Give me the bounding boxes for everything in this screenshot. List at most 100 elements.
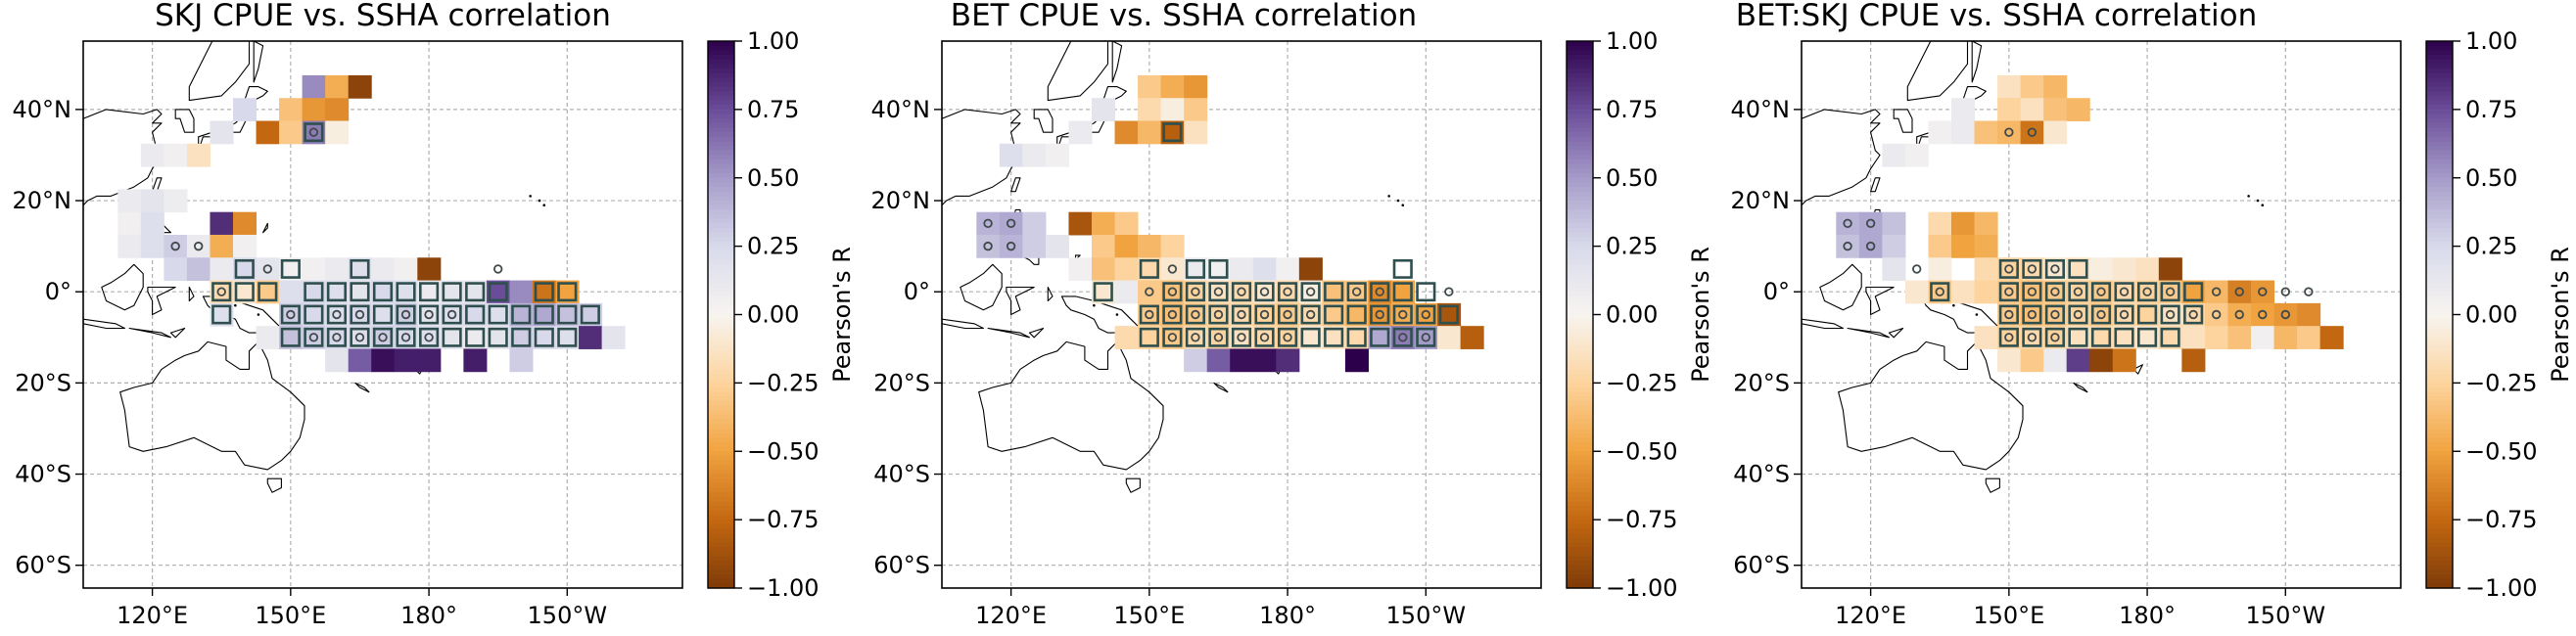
colorbar-step (2426, 460, 2453, 466)
significance-square (511, 327, 532, 347)
grid-cell (279, 302, 304, 327)
grid-cell (440, 326, 464, 349)
island (1387, 195, 1390, 198)
significance-circle (1911, 264, 1922, 274)
colorbar-step (708, 510, 734, 517)
grid-cell (2227, 326, 2252, 349)
grid-cell (2112, 326, 2136, 349)
significance-square (234, 282, 255, 302)
colorbar-step (708, 465, 734, 471)
significance-square (1300, 327, 1321, 347)
significance-circle (2027, 287, 2037, 296)
significance-circle (1865, 241, 1876, 251)
significance-square (534, 327, 554, 347)
grid-cell (1322, 326, 1346, 349)
colorbar-tick-label: 0.00 (2465, 301, 2517, 329)
map-axes (83, 41, 682, 588)
significance-square (1208, 258, 1229, 279)
colorbar-step (1567, 273, 1593, 279)
colorbar-tick-label: −1.00 (2465, 574, 2538, 602)
land-outline (1870, 177, 1881, 193)
colorbar-step (2426, 168, 2453, 174)
grid-cell (1437, 302, 1462, 327)
grid-cell (2112, 348, 2136, 373)
grid-cell (1022, 211, 1047, 236)
grid-cell (1928, 280, 1952, 304)
grid-cell (1114, 120, 1139, 145)
x-tick-label: 120°E (1835, 602, 1906, 629)
land-outline (1010, 177, 1021, 193)
colorbar-step (708, 314, 734, 320)
grid-cell (348, 326, 372, 349)
y-tick-label: 20°N (871, 187, 931, 214)
colorbar-step (708, 54, 734, 61)
grid-cell (1184, 280, 1208, 304)
significance-circle (2004, 309, 2014, 320)
colorbar-step (2426, 387, 2453, 393)
significance-square (2090, 282, 2112, 302)
grid-cell (348, 348, 372, 373)
significance-circle (354, 333, 365, 342)
colorbar-step (1567, 232, 1593, 238)
colorbar-tick-label: 0.75 (747, 96, 799, 123)
significance-square (1278, 282, 1298, 302)
island (2247, 195, 2250, 198)
colorbar-step (708, 551, 734, 557)
grid-cell (2043, 74, 2068, 99)
x-tick-label: 180° (400, 602, 457, 629)
grid-cell (1344, 348, 1369, 373)
significance-square (1254, 282, 1275, 302)
grid-cell (417, 280, 442, 304)
colorbar-step (1567, 204, 1593, 210)
grid-cell (2251, 302, 2275, 327)
significance-circle (1213, 309, 1224, 320)
significance-circle (1259, 287, 1270, 296)
colorbar-step (2426, 528, 2453, 534)
grid-cell (1206, 257, 1231, 282)
colorbar-step (708, 105, 734, 111)
land-outline (1838, 341, 2024, 471)
island (2261, 204, 2265, 206)
significance-square (1998, 304, 2019, 325)
colorbar-step (708, 319, 734, 325)
land-outline (262, 222, 268, 234)
x-tick-label: 180° (2119, 602, 2176, 629)
grid-cell (2020, 280, 2044, 304)
colorbar: 1.00 0.75 0.50 0.25 0.00 −0.25 −0.50 −0.75 −1.00… (2425, 27, 2574, 602)
colorbar-step (2426, 187, 2453, 193)
colorbar: 1.00 0.75 0.50 0.25 0.00 −0.25 −0.50 −0.75 −1.00… (707, 27, 856, 602)
significance-square (2022, 258, 2042, 279)
colorbar-step (2426, 437, 2453, 443)
colorbar-step (708, 127, 734, 133)
grid-cell (1022, 143, 1047, 167)
land-outline (2073, 382, 2088, 393)
colorbar-step (708, 432, 734, 438)
grid-cell (302, 98, 326, 122)
grid-cell (440, 280, 464, 304)
colorbar-step (2426, 569, 2453, 575)
colorbar-step (1567, 451, 1593, 457)
grid-cell (2181, 302, 2206, 327)
colorbar-step (708, 383, 734, 388)
colorbar-step (1567, 492, 1593, 498)
significance-square (488, 282, 508, 302)
grid-cell (348, 257, 372, 282)
significance-circle (2096, 287, 2106, 296)
significance-square (2183, 282, 2204, 302)
colorbar-step (2426, 314, 2453, 320)
colorbar-step (708, 341, 734, 347)
land-outline (1802, 109, 1881, 206)
colorbar-step (2426, 533, 2453, 539)
colorbar-step (708, 246, 734, 251)
significance-circle (332, 309, 342, 320)
significance-circle (1444, 287, 1454, 296)
colorbar-step (708, 323, 734, 330)
land-outline (1213, 382, 1229, 393)
colorbar-step (2426, 227, 2453, 234)
significance-circle (1167, 333, 1178, 342)
colorbar-step (708, 122, 734, 129)
colorbar-step (2426, 159, 2453, 165)
significance-circle (2050, 333, 2060, 342)
grid-cell (1252, 348, 1277, 373)
significance-circle (2188, 309, 2198, 320)
